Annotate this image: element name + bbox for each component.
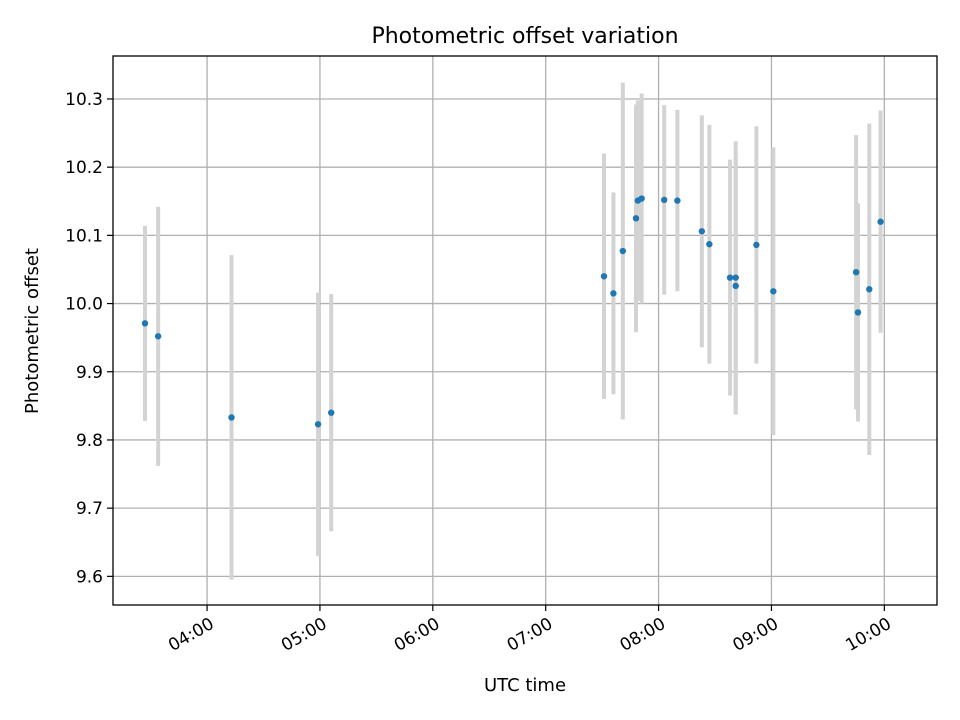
y-tick-label: 9.9 <box>76 363 103 383</box>
data-point <box>141 320 149 327</box>
x-axis-label: UTC time <box>484 675 566 696</box>
data-point <box>632 215 640 222</box>
data-points <box>141 195 884 428</box>
chart-title: Photometric offset variation <box>371 24 678 49</box>
y-tick-label: 9.7 <box>76 499 103 519</box>
data-point <box>600 273 608 280</box>
data-point <box>732 282 739 290</box>
data-point <box>698 228 706 235</box>
data-point <box>328 409 335 416</box>
data-point <box>706 241 713 248</box>
data-point <box>674 197 681 204</box>
y-tick-label: 10.2 <box>65 158 103 178</box>
y-tick-label: 10.3 <box>65 90 103 110</box>
y-axis-ticks: 9.6 9.7 9.8 9.9 10.0 10.1 10.2 10.3 <box>65 90 113 587</box>
data-point <box>661 196 668 204</box>
data-point <box>638 195 645 202</box>
data-point <box>619 247 627 255</box>
y-tick-label: 9.8 <box>76 431 103 451</box>
y-tick-label: 10.0 <box>65 295 103 315</box>
y-tick-label: 9.6 <box>76 567 103 587</box>
data-point <box>770 288 777 295</box>
data-point <box>866 286 873 293</box>
y-tick-label: 10.1 <box>65 226 103 246</box>
data-point <box>732 274 739 281</box>
y-axis-label: Photometric offset <box>22 248 43 414</box>
data-point <box>154 333 162 340</box>
data-point <box>314 421 322 428</box>
data-point <box>726 274 734 281</box>
data-point <box>854 309 862 316</box>
data-point <box>877 218 884 225</box>
plot-frame <box>112 55 938 606</box>
data-point <box>228 414 235 421</box>
data-point <box>852 268 860 276</box>
data-point <box>753 241 760 249</box>
data-point <box>610 290 617 297</box>
